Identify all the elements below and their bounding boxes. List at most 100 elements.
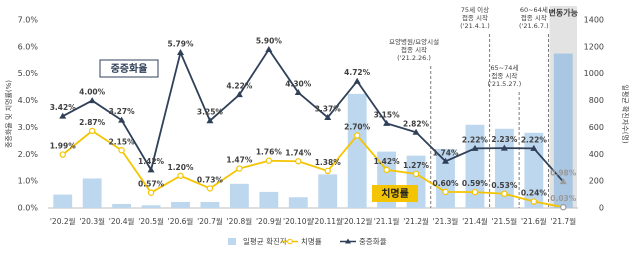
marker — [530, 144, 538, 151]
x-tick-label: '20.6월 — [168, 216, 194, 226]
value-label: 1.20% — [167, 163, 194, 172]
value-label: 4.30% — [285, 80, 312, 89]
marker — [147, 166, 155, 173]
x-tick-label: '20.5월 — [138, 216, 164, 226]
marker — [442, 157, 449, 164]
marker — [383, 166, 390, 174]
line — [62, 47, 564, 183]
bar — [53, 194, 73, 208]
value-label: 2.82% — [403, 119, 430, 128]
value-label: 2.87% — [79, 118, 106, 127]
marker — [118, 116, 126, 123]
marker — [324, 113, 332, 120]
bar — [112, 203, 132, 208]
marker — [501, 190, 508, 197]
y-tick-label: 2.0% — [18, 150, 39, 159]
value-label: 0.03% — [550, 194, 577, 203]
value-label: 0.73% — [197, 175, 224, 184]
y2-axis-title: 일평균 확진자수(명) — [621, 84, 630, 143]
value-label: 4.22% — [226, 82, 253, 91]
y-tick-label: 0.0% — [18, 204, 39, 213]
bar — [465, 124, 485, 208]
x-tick-label: '20.11월 — [313, 216, 344, 226]
value-label: 1.76% — [256, 148, 283, 157]
marker — [147, 189, 155, 196]
value-label: 1.42% — [374, 157, 401, 166]
value-label: 2.22% — [462, 135, 489, 144]
bar — [318, 174, 338, 208]
annotation: ('21.2.26.) — [397, 54, 431, 62]
annotation: 65~74세 — [490, 63, 518, 72]
marker — [265, 157, 273, 164]
annotation: 75세 이상 — [461, 5, 489, 14]
y2-tick-label: 400 — [589, 150, 604, 159]
marker — [559, 178, 567, 185]
bar — [553, 53, 573, 209]
legend-label: 일평균 확진자 — [243, 236, 287, 246]
bar — [288, 197, 308, 208]
x-tick-label: '20.10월 — [283, 216, 314, 226]
x-tick-label: '20.4월 — [109, 216, 135, 226]
value-label: 2.22% — [521, 135, 548, 144]
value-label: 2.70% — [344, 122, 371, 131]
value-label: 0.53% — [491, 181, 518, 190]
legend-item: 일평균 확진자 — [228, 236, 287, 246]
annotation: 접종 시작 — [401, 45, 427, 54]
value-label: 3.27% — [109, 107, 136, 116]
annotation: ('21.6.7.) — [519, 22, 549, 30]
marker — [471, 188, 479, 196]
value-label: 1.47% — [226, 156, 253, 165]
marker — [412, 170, 420, 178]
value-label: 1.74% — [285, 148, 312, 157]
value-label: 3.42% — [50, 103, 77, 112]
y-tick-label: 4.0% — [18, 96, 39, 105]
marker — [471, 144, 479, 151]
y2-tick-label: 800 — [589, 96, 604, 105]
line — [62, 129, 564, 209]
value-label: 2.23% — [491, 135, 518, 144]
bar — [141, 205, 161, 208]
y-tick-label: 3.0% — [18, 123, 39, 132]
legend-marker — [345, 238, 351, 244]
value-label: 3.37% — [315, 104, 342, 113]
bar — [200, 201, 220, 208]
x-tick-label: '21.1월 — [374, 216, 400, 226]
marker — [442, 188, 449, 196]
series-tag: 중증화율 — [111, 63, 148, 75]
y2-tick-label: 1200 — [584, 42, 604, 51]
x-tick-label: '21.7월 — [550, 216, 576, 226]
value-label: 1.74% — [432, 148, 459, 157]
value-label: 4.00% — [79, 88, 106, 97]
x-tick-label: '20.8월 — [227, 216, 253, 226]
marker — [235, 91, 243, 98]
value-label: 1.42% — [138, 157, 165, 166]
annotation: 접종 시작 — [491, 71, 517, 80]
marker — [88, 97, 96, 104]
marker — [265, 46, 273, 53]
y2-tick-label: 1400 — [584, 16, 604, 25]
value-label: 5.90% — [256, 37, 283, 46]
y-axis-title: 중증화율 및 치명률(%) — [4, 80, 13, 148]
x-tick-label: '20.3월 — [79, 216, 105, 226]
value-label: 1.27% — [403, 161, 430, 170]
bar — [524, 132, 544, 208]
value-label: 0.57% — [138, 180, 165, 189]
bar — [82, 178, 102, 208]
marker — [530, 198, 538, 205]
value-label: 4.72% — [344, 68, 371, 77]
value-label: 3.25% — [197, 108, 224, 117]
legend-item: 치명률 — [282, 236, 322, 246]
marker — [295, 158, 302, 165]
y2-tick-label: 1000 — [584, 69, 604, 78]
value-label: 0.24% — [521, 189, 548, 198]
annotation: ('21.4.1.) — [460, 22, 490, 30]
value-label: 0.59% — [462, 179, 489, 188]
marker — [88, 127, 96, 135]
marker — [412, 128, 420, 135]
y-tick-label: 1.0% — [18, 177, 39, 186]
value-label: 3.15% — [374, 110, 401, 119]
y2-tick-label: 600 — [589, 123, 604, 132]
bar — [259, 191, 279, 208]
marker — [236, 165, 243, 172]
